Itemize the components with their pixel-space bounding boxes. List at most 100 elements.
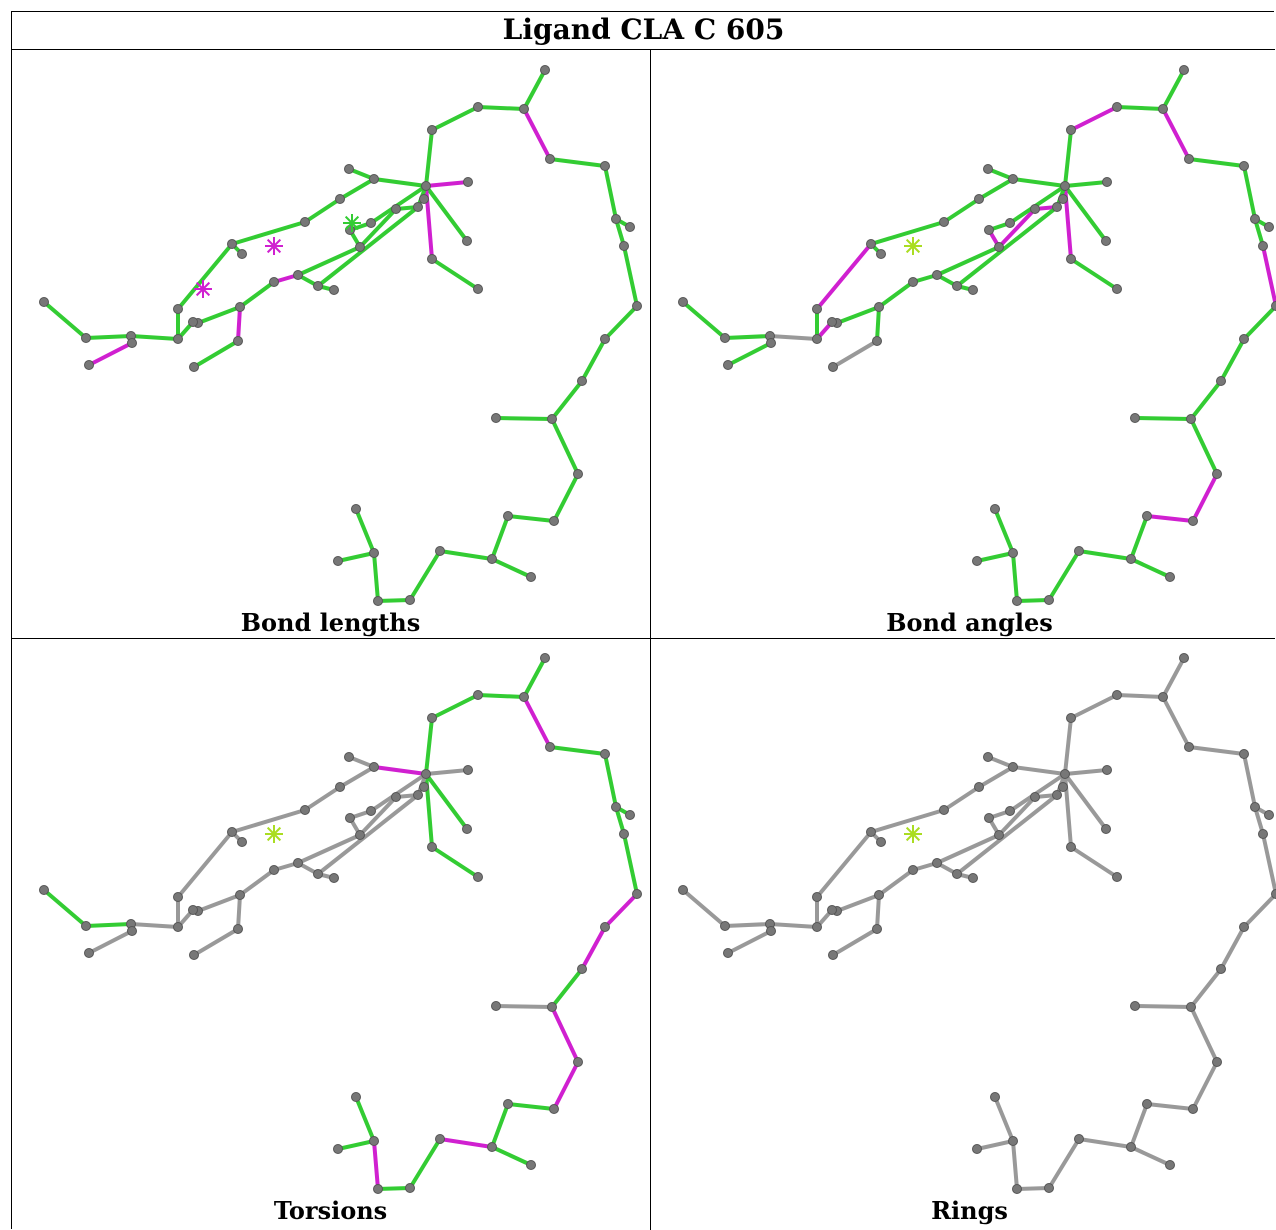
bond-20 bbox=[490, 1145, 533, 1167]
atom-32 bbox=[983, 752, 993, 762]
bond-10 bbox=[1261, 244, 1276, 308]
bond-17 bbox=[506, 514, 556, 523]
atom-34 bbox=[939, 805, 949, 815]
bond-2 bbox=[1069, 693, 1119, 720]
atoms bbox=[678, 653, 1276, 1194]
atom-9 bbox=[625, 222, 635, 232]
bond-5 bbox=[1161, 107, 1191, 161]
atom-7 bbox=[600, 161, 610, 171]
atom-50 bbox=[812, 892, 822, 902]
atom-40 bbox=[984, 225, 994, 235]
atom-55 bbox=[84, 948, 94, 958]
atom-3 bbox=[1066, 125, 1076, 135]
bond-33 bbox=[230, 220, 307, 246]
bond-7 bbox=[1242, 164, 1257, 221]
atom-45 bbox=[269, 277, 279, 287]
bond-31 bbox=[977, 765, 1015, 789]
bond-7 bbox=[603, 752, 618, 809]
atom-41 bbox=[1005, 218, 1015, 228]
atom-43 bbox=[968, 285, 978, 295]
bond-12 bbox=[1219, 925, 1246, 971]
atom-9 bbox=[625, 810, 635, 820]
bond-26 bbox=[424, 180, 470, 188]
bond-52 bbox=[192, 339, 240, 369]
bond-10 bbox=[622, 832, 639, 896]
bond-27 bbox=[424, 184, 469, 243]
bond-46 bbox=[877, 280, 915, 309]
atom-49 bbox=[812, 334, 822, 344]
atom-50 bbox=[173, 304, 183, 314]
atom-52 bbox=[828, 950, 838, 960]
bond-12 bbox=[580, 925, 607, 971]
atom-22 bbox=[373, 1184, 383, 1194]
bond-27 bbox=[424, 772, 469, 831]
bond-3 bbox=[424, 716, 434, 776]
atom-2 bbox=[1112, 102, 1122, 112]
atom-52 bbox=[189, 950, 199, 960]
bond-38 bbox=[358, 795, 398, 837]
atom-13 bbox=[577, 964, 587, 974]
bond-27 bbox=[1063, 184, 1108, 243]
atom-15 bbox=[491, 1001, 501, 1011]
bond-7 bbox=[603, 164, 618, 221]
bond-41 bbox=[369, 772, 428, 813]
bond-14 bbox=[494, 1004, 554, 1009]
atom-48 bbox=[827, 905, 837, 915]
atom-54 bbox=[127, 926, 137, 936]
bond-51 bbox=[236, 893, 242, 931]
bond-11 bbox=[603, 304, 639, 341]
bond-23 bbox=[372, 551, 380, 603]
atom-34 bbox=[300, 217, 310, 227]
bond-22 bbox=[1015, 1186, 1051, 1191]
atom-5 bbox=[419, 194, 429, 204]
bond-38 bbox=[997, 207, 1037, 249]
atom-19 bbox=[487, 554, 497, 564]
atom-6 bbox=[545, 154, 555, 164]
bond-27 bbox=[1063, 772, 1108, 831]
bond-41 bbox=[369, 184, 428, 225]
bond-19 bbox=[438, 549, 494, 561]
atom-54 bbox=[766, 338, 776, 348]
bond-55 bbox=[87, 341, 134, 367]
atom-45 bbox=[269, 865, 279, 875]
atom-43 bbox=[968, 873, 978, 883]
atom-16 bbox=[1212, 469, 1222, 479]
atom-50 bbox=[173, 892, 183, 902]
atom-55 bbox=[723, 948, 733, 958]
atom-24 bbox=[333, 1144, 343, 1154]
atom-6 bbox=[1184, 154, 1194, 164]
atom-17 bbox=[1188, 516, 1198, 526]
atom-29 bbox=[427, 842, 437, 852]
atom-28 bbox=[1101, 236, 1111, 246]
atom-42 bbox=[952, 869, 962, 879]
atom-52 bbox=[189, 362, 199, 372]
atom-7 bbox=[600, 749, 610, 759]
atom-38 bbox=[1030, 204, 1040, 214]
bond-11 bbox=[603, 892, 639, 929]
bond-56 bbox=[723, 922, 772, 928]
atom-4 bbox=[421, 181, 431, 191]
atom-49 bbox=[173, 922, 183, 932]
atom-1 bbox=[519, 104, 529, 114]
bond-51 bbox=[875, 893, 881, 931]
atom-1 bbox=[1158, 104, 1168, 114]
atom-42 bbox=[313, 869, 323, 879]
atom-25 bbox=[990, 1092, 1000, 1102]
star-marker-0 bbox=[904, 825, 922, 843]
atom-0 bbox=[1179, 653, 1189, 663]
atom-15 bbox=[1130, 1001, 1140, 1011]
bond-19 bbox=[1077, 1137, 1133, 1149]
bond-lengths-panel: Bond lengths bbox=[12, 51, 649, 639]
atom-30 bbox=[1112, 284, 1122, 294]
atom-4 bbox=[1060, 769, 1070, 779]
bond-12 bbox=[580, 337, 607, 383]
bond-14 bbox=[1133, 1004, 1193, 1009]
atom-10 bbox=[1258, 241, 1268, 251]
bond-6 bbox=[548, 157, 607, 168]
atom-8 bbox=[611, 802, 621, 812]
atom-41 bbox=[1005, 806, 1015, 816]
atom-23 bbox=[369, 1136, 379, 1146]
bond-55 bbox=[726, 929, 773, 955]
bond-42 bbox=[955, 793, 1059, 876]
bond-47 bbox=[835, 305, 881, 325]
